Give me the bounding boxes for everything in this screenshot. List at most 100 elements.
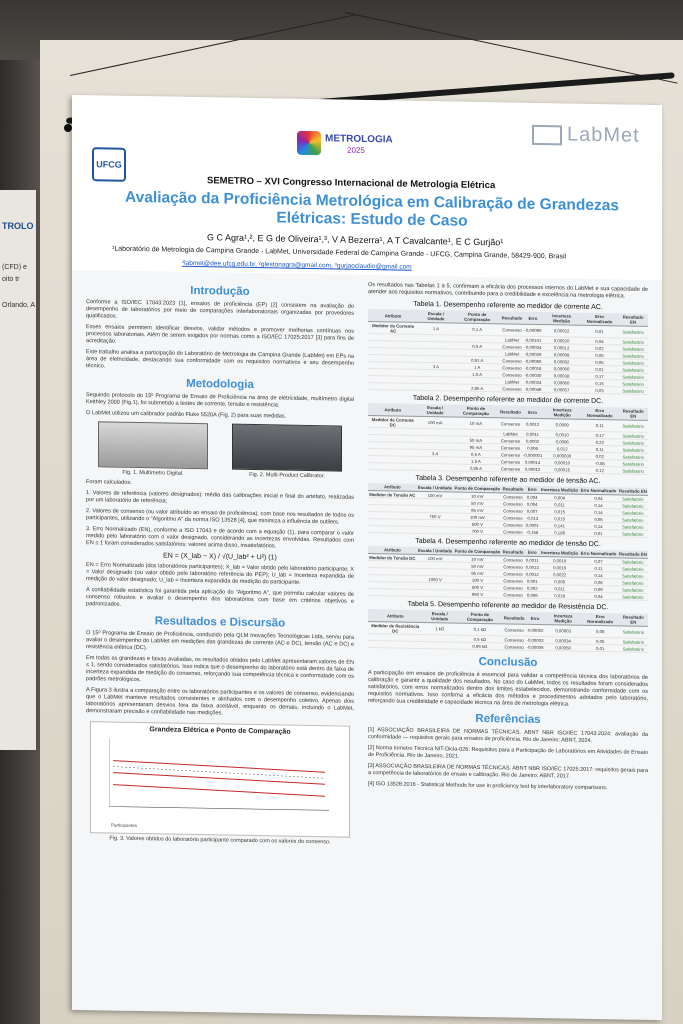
table-cell: Satisfatório [618, 419, 648, 433]
reference-item: [1] ASSOCIAÇÃO BRASILEIRA DE NORMAS TÉCN… [368, 727, 648, 744]
method-list-item: 1. Valores de referência (valores design… [86, 490, 354, 505]
ufcg-logo: UFCG [92, 147, 126, 182]
table-cell: Satisfatório [618, 325, 648, 339]
table-header-cell: Incerteza Medição [542, 312, 581, 326]
table-header-cell: Ponto de Comparação [453, 310, 501, 324]
table-cell: Satisfatório [618, 466, 648, 475]
table-cell: 1 kΩ [422, 622, 457, 636]
figure-caption: Fig. 2. Multi-Product Calibrator. [249, 471, 325, 480]
table-cell: 1 A [418, 322, 454, 336]
table-cell: Satisfatório [618, 644, 648, 653]
intro-heading: Introdução [190, 284, 250, 298]
table-header-cell: Resultado [502, 611, 526, 625]
results-table: Atributo Escala / Unidade Ponto de Compara… [368, 609, 648, 653]
table-cell: Consenso [501, 590, 525, 599]
metrologia-logo-year: 2025 [347, 145, 365, 155]
method-list-item: 2. Valores de consenso (ou valor atribuí… [86, 508, 354, 526]
labmet-icon [532, 124, 562, 146]
table-cell: 0,99 kΩ [456, 642, 503, 650]
upper-limit-line [112, 760, 326, 773]
labmet-logo: LabMet [532, 123, 640, 148]
table-header-cell: Erro Normalizado [581, 612, 619, 626]
authors: G C Agra¹,², E G de Oliveira¹,³, V A Bez… [207, 232, 504, 248]
table-cell: 700 V [453, 527, 502, 535]
method-paragraph: O LabMet utilizou um calibrador padrão F… [86, 410, 287, 420]
table-header-cell: Erro [521, 405, 544, 419]
conclusion-heading: Conclusão [478, 655, 538, 669]
table-cell: -0,00090 [523, 324, 543, 337]
consensus-line [112, 772, 326, 785]
table-cell [368, 525, 417, 534]
intro-paragraph: Este trabalho analisa a participação do … [86, 349, 354, 370]
table-cell: -0,00006 [525, 643, 545, 651]
table-cell: 2,85 A [453, 384, 501, 392]
table-cell: 0,0012 [521, 418, 544, 431]
table-cell: Satisfatório [618, 625, 648, 639]
table-header-cell: Ponto de Comparação [456, 610, 503, 624]
table-cell: Medidor de Corrente AC [368, 321, 419, 335]
table-cell: 0,06 [581, 625, 619, 638]
conclusion-paragraph: A participação em ensaios de proficiênci… [368, 670, 648, 708]
table-cell: 0,1 kΩ [456, 623, 503, 636]
method-paragraph: EN = Erro Normalizado (dos laboratórios … [86, 562, 354, 586]
table-cell: 0,00015 [543, 465, 582, 474]
intro-paragraph: Conforme a ISO/IEC 17043:2023 [1], ensai… [86, 299, 354, 320]
results-table: Atributo Escala / Unidade Ponto de Compara… [368, 403, 648, 475]
table-cell: 0,00003 [544, 624, 582, 638]
table-header-cell: Escala / Unidade [422, 609, 457, 624]
figure-1: Fig. 1. Multímetro Digital. [98, 421, 208, 477]
table-cell [368, 382, 419, 391]
table-cell: 0,1 A [453, 323, 501, 336]
table-header-cell: Resultado EN [618, 613, 648, 627]
table-header-cell: Resultado EN [618, 313, 648, 327]
table-cell: Satisfatório [617, 529, 648, 538]
table-cell: 0,00050 [544, 643, 582, 652]
table-header-cell: Erro Normalizado [581, 406, 619, 420]
table-header-cell: Incerteza Medição [543, 406, 582, 420]
table-cell: 0,04 [579, 592, 618, 600]
table-cell: Consenso [502, 623, 526, 637]
chart-title: Grandeza Elétrica e Ponto de Comparação [149, 726, 291, 736]
table-cell: Medidor de Corrente DC [368, 415, 418, 429]
labmet-logo-text: LabMet [567, 123, 640, 147]
table-cell: 0,11 [581, 419, 619, 432]
reference-item: [4] ISO 13528:2016 - Statistical Methods… [368, 781, 608, 792]
table-cell: -0,00002 [525, 624, 545, 637]
table-cell: -0,158 [524, 528, 540, 536]
lower-limit-line [112, 784, 326, 797]
comparison-chart: Grandeza Elétrica e Ponto de Comparação … [90, 721, 350, 838]
calibrator-image [232, 423, 342, 472]
references-list: [1] ASSOCIAÇÃO BRASILEIRA DE NORMAS TÉCN… [368, 727, 648, 793]
metrologia-logo: METROLOGIA 2025 [297, 130, 407, 161]
table-cell: Consenso [499, 417, 522, 431]
table-cell: 0,018 [539, 591, 580, 600]
emails: ¹labmet@dee.ufcg.edu.br, ²glestonagra@gm… [182, 259, 412, 271]
table-header-cell: Resultado [500, 311, 524, 325]
method-heading: Metodologia [186, 377, 254, 392]
table-cell: Consenso [500, 384, 524, 393]
table-cell [416, 526, 454, 535]
table-cell: 0,12 [581, 466, 619, 474]
results-paragraph: A Figura 3 ilustra a comparação entre os… [86, 687, 354, 717]
poster-header: UFCG METROLOGIA 2025 LabMet SEMETRO – XV… [72, 94, 662, 281]
method-paragraph: Foram calculados: [86, 479, 132, 486]
table-cell: Consenso [502, 642, 526, 651]
table-cell: 2,85 A [452, 463, 500, 472]
table-cell: 10 mA [452, 416, 500, 430]
results-tables: Tabela 1. Desempenho referente ao medido… [368, 300, 648, 653]
results-table: Atributo Escala / Unidade Ponto de Compara… [368, 309, 648, 395]
results-heading: Resultados e Discursão [154, 615, 286, 630]
table-cell [418, 383, 454, 392]
table-cell: 0,01 [580, 325, 619, 338]
chart-plot [109, 738, 329, 811]
references-heading: Referências [475, 712, 541, 727]
results-paragraph: Em todas as grandezas e faixas avaliadas… [86, 655, 354, 684]
results-paragraph: O 15º Programa de Ensaio de Proficiência… [86, 630, 354, 652]
poster-title: Avaliação da Proficiência Metrológica em… [125, 188, 619, 230]
table-cell [368, 640, 423, 649]
table-header-cell: Atributo [368, 609, 423, 623]
table-header-cell: Resultado EN [618, 407, 648, 421]
method-paragraph: Seguindo protocolo do 15º Programa de En… [86, 392, 354, 409]
table-cell: 0,01 [581, 644, 619, 652]
table-header-cell: Erro [523, 311, 543, 325]
